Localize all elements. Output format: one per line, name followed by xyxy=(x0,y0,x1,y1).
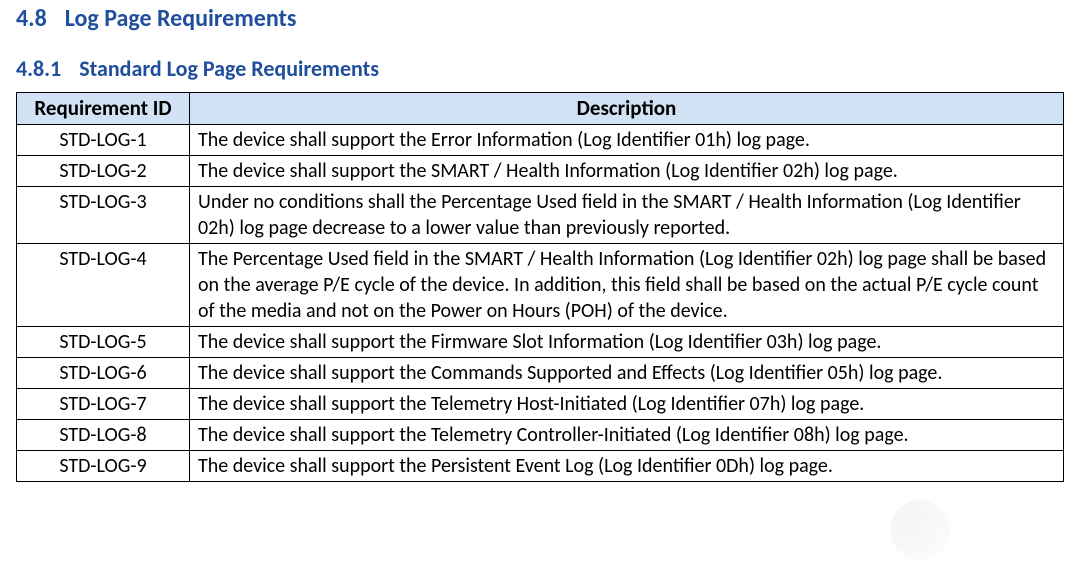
table-header-row: Requirement ID Description xyxy=(17,93,1064,125)
section-number-major: 4.8 xyxy=(16,4,47,33)
requirements-table: Requirement ID Description STD-LOG-1 The… xyxy=(16,92,1064,482)
watermark-smudge xyxy=(890,500,950,560)
table-row: STD-LOG-7 The device shall support the T… xyxy=(17,389,1064,420)
cell-req-desc: The device shall support the Firmware Sl… xyxy=(190,327,1064,358)
table-body: STD-LOG-1 The device shall support the E… xyxy=(17,125,1064,482)
cell-req-id: STD-LOG-2 xyxy=(17,156,190,187)
cell-req-desc: The device shall support the Telemetry C… xyxy=(190,420,1064,451)
table-row: STD-LOG-3 Under no conditions shall the … xyxy=(17,187,1064,244)
cell-req-id: STD-LOG-9 xyxy=(17,451,190,482)
section-heading-major: 4.8 Log Page Requirements xyxy=(16,4,1064,33)
cell-req-id: STD-LOG-3 xyxy=(17,187,190,244)
col-header-desc: Description xyxy=(190,93,1064,125)
section-number-minor: 4.8.1 xyxy=(16,55,61,82)
table-row: STD-LOG-6 The device shall support the C… xyxy=(17,358,1064,389)
cell-req-id: STD-LOG-7 xyxy=(17,389,190,420)
cell-req-desc: The device shall support the Error Infor… xyxy=(190,125,1064,156)
cell-req-id: STD-LOG-5 xyxy=(17,327,190,358)
table-row: STD-LOG-5 The device shall support the F… xyxy=(17,327,1064,358)
cell-req-desc: Under no conditions shall the Percentage… xyxy=(190,187,1064,244)
table-row: STD-LOG-9 The device shall support the P… xyxy=(17,451,1064,482)
section-heading-minor: 4.8.1 Standard Log Page Requirements xyxy=(16,55,1064,82)
table-row: STD-LOG-2 The device shall support the S… xyxy=(17,156,1064,187)
table-row: STD-LOG-4 The Percentage Used field in t… xyxy=(17,244,1064,327)
table-row: STD-LOG-8 The device shall support the T… xyxy=(17,420,1064,451)
section-title-minor: Standard Log Page Requirements xyxy=(79,55,379,82)
cell-req-desc: The device shall support the Persistent … xyxy=(190,451,1064,482)
cell-req-id: STD-LOG-6 xyxy=(17,358,190,389)
cell-req-desc: The device shall support the Telemetry H… xyxy=(190,389,1064,420)
cell-req-id: STD-LOG-1 xyxy=(17,125,190,156)
table-row: STD-LOG-1 The device shall support the E… xyxy=(17,125,1064,156)
cell-req-id: STD-LOG-8 xyxy=(17,420,190,451)
col-header-id: Requirement ID xyxy=(17,93,190,125)
cell-req-desc: The device shall support the Commands Su… xyxy=(190,358,1064,389)
cell-req-id: STD-LOG-4 xyxy=(17,244,190,327)
cell-req-desc: The device shall support the SMART / Hea… xyxy=(190,156,1064,187)
cell-req-desc: The Percentage Used field in the SMART /… xyxy=(190,244,1064,327)
section-title-major: Log Page Requirements xyxy=(65,4,297,33)
